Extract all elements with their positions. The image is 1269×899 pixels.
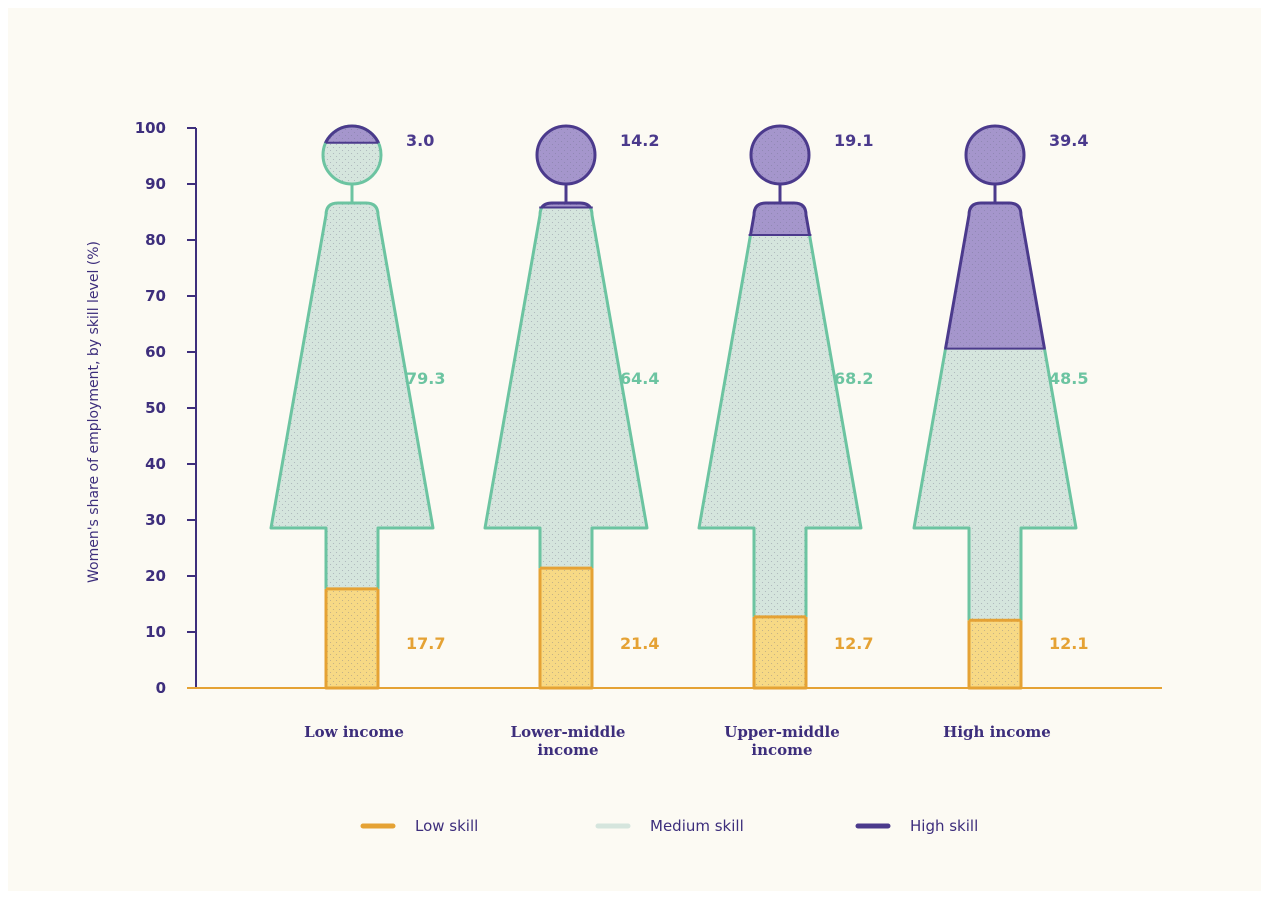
y-tick-label: 70 (145, 287, 166, 305)
head-outline-high (324, 124, 380, 143)
figure-2 (697, 124, 863, 690)
outline-medium (483, 207, 649, 569)
legend-low-skill-label: Low skill (415, 817, 478, 835)
value-label-low: 12.1 (1049, 634, 1088, 653)
figure-1 (483, 124, 649, 690)
y-tick-label: 30 (145, 511, 166, 529)
outline-medium (269, 201, 435, 589)
chart-frame: 0 10 20 30 40 50 60 70 80 90 100 Women's share of e… (8, 8, 1261, 891)
y-tick-label: 20 (145, 567, 166, 585)
figure-3 (912, 124, 1078, 690)
value-label-medium: 79.3 (406, 369, 445, 388)
y-tick-label: 50 (145, 399, 166, 417)
category-label: Upper-middle (724, 723, 840, 741)
category-label: High income (943, 723, 1051, 741)
category-label: income (537, 741, 598, 759)
category-label: Low income (304, 723, 404, 741)
axes: 0 10 20 30 40 50 60 70 80 90 100 Women's share of e… (86, 119, 1162, 697)
outline-high (748, 201, 812, 235)
value-label-low: 21.4 (620, 634, 659, 653)
y-axis-title: Women's share of employment, by skill le… (86, 241, 102, 583)
legend: Low skill Medium skill High skill (360, 817, 978, 835)
value-label-medium: 68.2 (834, 369, 873, 388)
value-label-low: 17.7 (406, 634, 445, 653)
chart: 0 10 20 30 40 50 60 70 80 90 100 Women's share of e… (86, 119, 1162, 835)
y-tick-label: 90 (145, 175, 166, 193)
head-outline (749, 124, 811, 186)
value-label-low: 12.7 (834, 634, 873, 653)
y-tick-label: 80 (145, 231, 166, 249)
value-label-medium: 48.5 (1049, 369, 1088, 388)
figures (269, 124, 1078, 690)
legend-high-skill-label: High skill (910, 817, 978, 835)
head-outline (535, 124, 597, 186)
category-label: income (751, 741, 812, 759)
labels: 3.0 79.3 17.7 Low income 14.2 64.4 21.4 Lower-m… (304, 131, 1088, 759)
value-label-high: 19.1 (834, 131, 873, 150)
head-outline (964, 124, 1026, 186)
y-tick-label: 40 (145, 455, 166, 473)
value-label-medium: 64.4 (620, 369, 659, 388)
figure-0 (269, 124, 435, 690)
outline-high (540, 201, 592, 208)
y-tick-label: 0 (156, 679, 166, 697)
y-tick-label: 100 (135, 119, 166, 137)
category-label: Lower-middle (511, 723, 626, 741)
value-label-high: 14.2 (620, 131, 659, 150)
legend-medium-skill-label: Medium skill (650, 817, 744, 835)
outline-high (943, 201, 1047, 349)
value-label-high: 39.4 (1049, 131, 1088, 150)
y-tick-label: 10 (145, 623, 166, 641)
y-tick-label: 60 (145, 343, 166, 361)
value-label-high: 3.0 (406, 131, 434, 150)
